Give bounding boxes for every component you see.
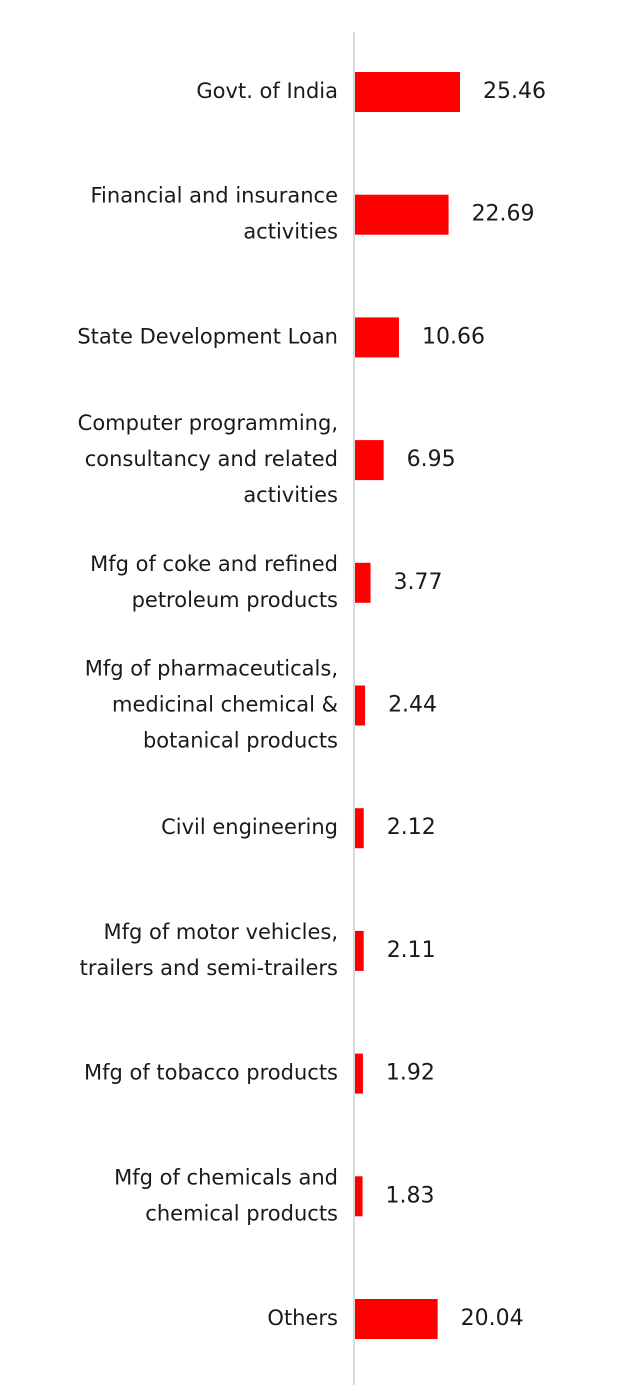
category-label-line: trailers and semi-trailers — [80, 956, 338, 980]
bar — [355, 808, 364, 849]
category-label: State Development Loan — [77, 324, 338, 348]
value-label: 25.46 — [483, 79, 546, 104]
value-labels-group: 25.46 22.69 10.66 6.95 3.77 2.44 2.12 2.11 1.92 1… — [386, 79, 546, 1331]
category-label: Mfg of chemicals and chemical products — [114, 1165, 338, 1225]
bar — [355, 685, 366, 726]
category-labels-group: Govt. of India Financial and insurance act… — [77, 79, 338, 1330]
category-label: Mfg of pharmaceuticals, medicinal chemica… — [85, 657, 338, 753]
category-label-line: botanical products — [143, 729, 338, 753]
bar — [355, 1176, 363, 1217]
category-label: Mfg of coke and refined petroleum product… — [90, 552, 338, 612]
category-label: Civil engineering — [161, 815, 338, 839]
bar — [355, 930, 364, 971]
value-label: 20.04 — [461, 1306, 524, 1331]
bar — [355, 194, 449, 235]
category-label-line: petroleum products — [132, 588, 338, 612]
category-label: Mfg of motor vehicles, trailers and semi-… — [80, 920, 338, 980]
category-label-line: Mfg of pharmaceuticals, — [85, 657, 338, 681]
category-label-line: Mfg of coke and refined — [90, 552, 338, 576]
category-label-line: State Development Loan — [77, 324, 338, 348]
category-label: Govt. of India — [196, 79, 338, 103]
bar — [355, 317, 399, 358]
bar — [355, 1053, 363, 1094]
value-label: 22.69 — [472, 202, 535, 227]
category-label-line: Financial and insurance — [91, 184, 339, 208]
value-label: 2.11 — [387, 938, 436, 963]
category-label: Mfg of tobacco products — [84, 1061, 338, 1085]
value-label: 10.66 — [422, 324, 485, 349]
category-label-line: Computer programming, — [78, 411, 338, 435]
bar — [355, 72, 460, 112]
bar — [355, 440, 384, 481]
category-label-line: activities — [243, 483, 338, 507]
value-label: 2.12 — [387, 815, 436, 840]
bars-group — [355, 72, 460, 1339]
value-label: 3.77 — [394, 570, 443, 595]
category-label: Others — [267, 1306, 338, 1330]
category-label-line: consultancy and related — [85, 447, 338, 471]
category-label-line: Others — [267, 1306, 338, 1330]
category-label-line: Mfg of motor vehicles, — [103, 920, 338, 944]
category-label-line: Civil engineering — [161, 815, 338, 839]
bar — [355, 1299, 438, 1339]
category-label: Computer programming, consultancy and rel… — [78, 411, 338, 507]
value-label: 2.44 — [388, 693, 437, 718]
category-label-line: medicinal chemical & — [112, 693, 338, 717]
category-label-line: activities — [243, 220, 338, 244]
category-label: Financial and insurance activities — [91, 184, 339, 244]
category-label-line: Mfg of chemicals and — [114, 1165, 338, 1189]
value-label: 1.92 — [386, 1061, 435, 1086]
category-label-line: Govt. of India — [196, 79, 338, 103]
value-label: 6.95 — [407, 447, 456, 472]
category-label-line: Mfg of tobacco products — [84, 1061, 338, 1085]
category-label-line: chemical products — [145, 1201, 338, 1225]
bar — [355, 562, 371, 603]
value-label: 1.83 — [386, 1183, 435, 1208]
